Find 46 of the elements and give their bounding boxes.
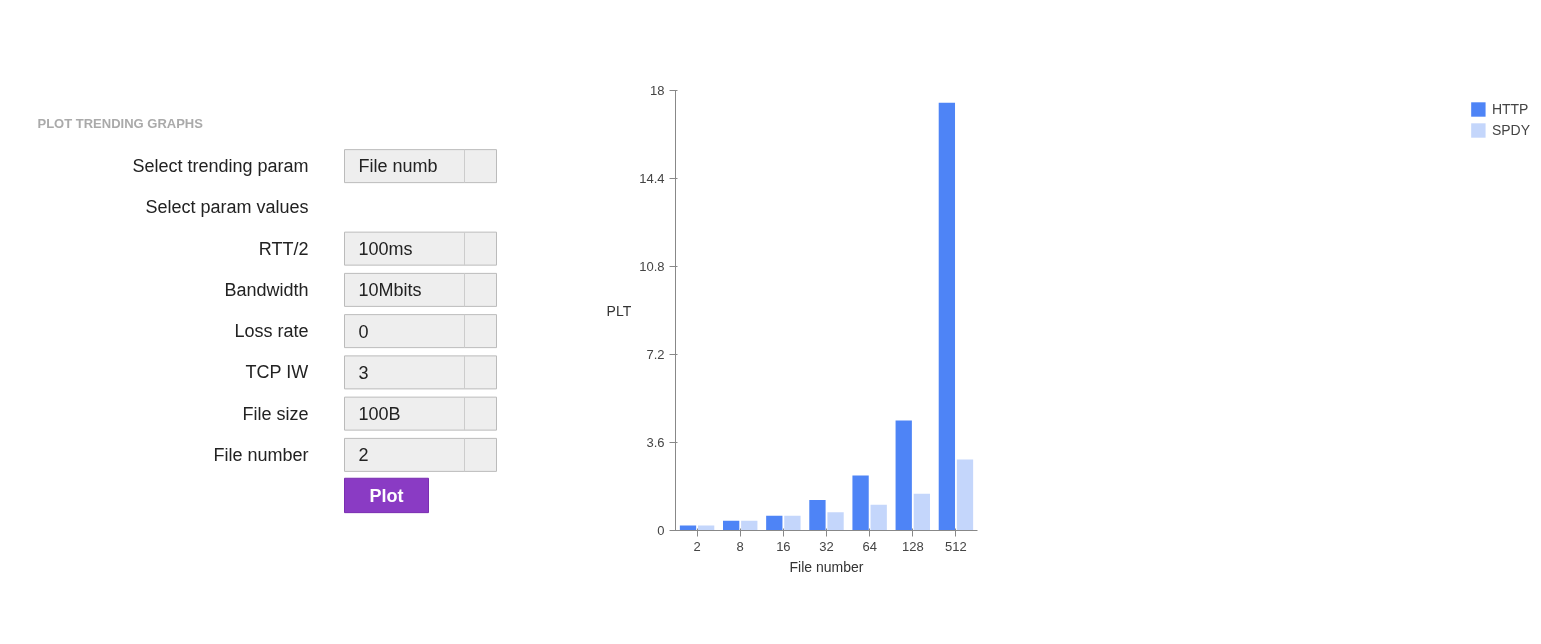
y-tick-label: 7.2 [646, 347, 665, 362]
category-label: Bandwidth [224, 279, 309, 300]
bar [956, 459, 974, 531]
y-tick-label: 10.8 [639, 259, 665, 274]
bar [938, 102, 956, 531]
x-tick-label: 2 [693, 538, 701, 554]
legend-label: HTTP [1491, 101, 1529, 117]
bar [723, 520, 740, 531]
bar [809, 499, 826, 531]
y-tick-label: 14.4 [639, 171, 665, 186]
text: 100B [358, 403, 401, 424]
bar [870, 504, 887, 531]
text: PLOT TRENDING GRAPHS [37, 116, 204, 131]
y-tick-label: 0 [657, 523, 665, 538]
category-label: File number [213, 444, 309, 465]
x-tick-label: 64 [862, 538, 877, 554]
text: 10Mbits [358, 279, 422, 300]
category-label: Loss rate [234, 321, 309, 342]
category-label: Select trending param [132, 156, 309, 177]
bar [741, 520, 758, 531]
bar [913, 493, 930, 531]
text: 0 [358, 321, 369, 342]
x-tick-label: 128 [901, 538, 924, 554]
category-label: Select param values [145, 197, 309, 218]
text: 3 [358, 362, 369, 383]
x-tick-label: 8 [736, 538, 744, 554]
x-axis-title: File number [789, 558, 864, 575]
x-tick-label: 512 [945, 538, 967, 554]
category-label: TCP IW [245, 362, 309, 383]
text: 2 [358, 445, 369, 466]
y-tick-label: 18 [650, 83, 665, 98]
text: File numb [358, 156, 438, 177]
legend-label: SPDY [1491, 122, 1530, 138]
category-label: File size [242, 403, 309, 424]
text: Plot [369, 486, 404, 507]
text: 100ms [358, 238, 413, 259]
y-tick-label: 3.6 [646, 435, 665, 450]
bar [784, 515, 801, 531]
category-label: RTT/2 [258, 238, 309, 259]
bar [852, 475, 869, 531]
bar [827, 512, 844, 531]
bar [895, 420, 912, 531]
x-tick-label: 16 [776, 538, 791, 554]
x-tick-label: 32 [819, 538, 834, 554]
bar [766, 515, 783, 531]
y-axis-title: PLT [606, 302, 632, 319]
